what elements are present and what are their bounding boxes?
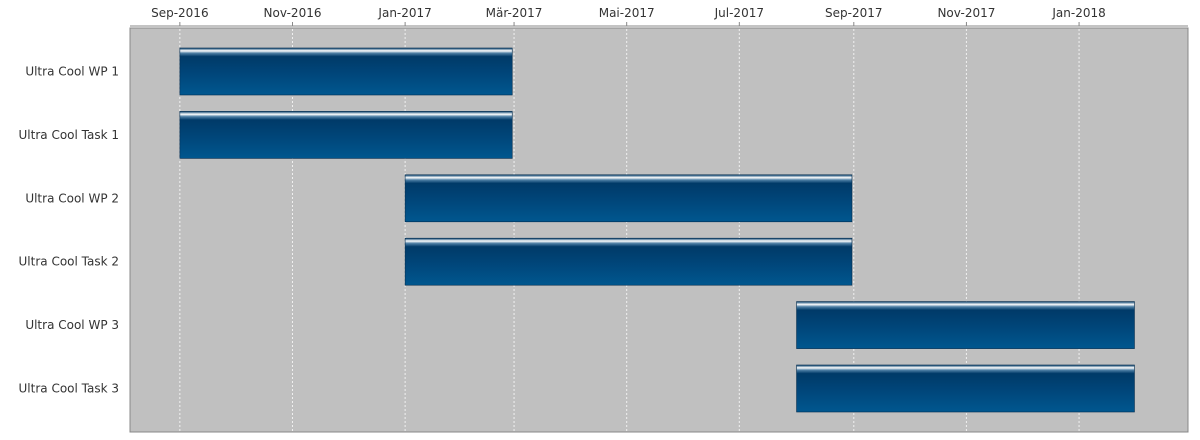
- task-bar[interactable]: [796, 301, 1135, 349]
- task-label: Ultra Cool Task 1: [19, 128, 119, 142]
- y-axis-categories: Ultra Cool WP 1 Ultra Cool Task 1 Ultra Co…: [19, 65, 119, 396]
- grid-lines: [179, 29, 1080, 431]
- task-label: Ultra Cool WP 1: [25, 65, 119, 79]
- task-bar[interactable]: [404, 237, 853, 286]
- task-bar[interactable]: [179, 111, 513, 159]
- task-label: Ultra Cool WP 3: [25, 318, 119, 332]
- task-bar[interactable]: [796, 364, 1135, 413]
- task-bars: [179, 47, 1135, 413]
- task-label: Ultra Cool Task 2: [19, 255, 119, 269]
- x-tick-label: Sep-2016: [151, 6, 209, 20]
- x-tick-label: Jan-2017: [377, 6, 431, 20]
- task-bar[interactable]: [404, 174, 853, 223]
- x-tick-label: Sep-2017: [825, 6, 883, 20]
- x-tick-label: Mai-2017: [599, 6, 655, 20]
- plot-area: [129, 27, 1189, 433]
- task-label: Ultra Cool Task 3: [19, 382, 119, 396]
- x-tick-label: Nov-2017: [937, 6, 995, 20]
- x-tick-label: Jan-2018: [1051, 6, 1105, 20]
- x-tick-label: Mär-2017: [486, 6, 543, 20]
- x-tick-label: Jul-2017: [714, 6, 764, 20]
- x-tick-label: Nov-2016: [264, 6, 322, 20]
- task-bar[interactable]: [179, 47, 513, 96]
- task-label: Ultra Cool WP 2: [25, 191, 119, 205]
- x-axis: Sep-2016 Nov-2016 Jan-2017 Mär-2017 Mai-2017…: [130, 6, 1188, 27]
